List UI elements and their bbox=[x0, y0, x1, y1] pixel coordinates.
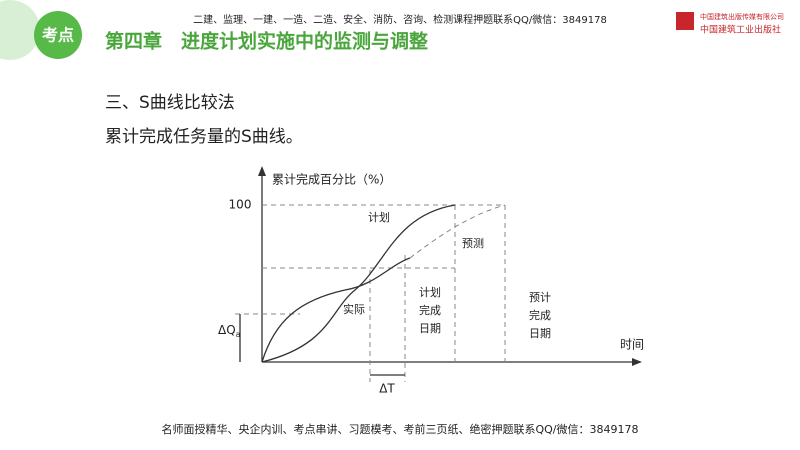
y-max-label: 100 bbox=[229, 198, 252, 212]
x-axis-label: 时间 bbox=[620, 338, 644, 352]
arrow bbox=[632, 358, 642, 366]
plan-label: 计划 bbox=[368, 211, 390, 224]
forecast-finish: 预计 完成 日期 bbox=[529, 291, 551, 340]
arrow bbox=[258, 166, 266, 176]
plan-finish-line: 计划 bbox=[419, 286, 441, 299]
delta-q: ΔQa bbox=[218, 323, 241, 339]
plan-finish-line: 完成 bbox=[419, 303, 441, 317]
delta-q-sub: a bbox=[236, 330, 241, 339]
logo-line1: 中国建筑出版传媒有限公司 bbox=[700, 12, 784, 21]
subheading: 累计完成任务量的S曲线。 bbox=[105, 127, 303, 147]
badge-text: 考点 bbox=[42, 26, 74, 45]
actual-label: 实际 bbox=[343, 302, 365, 316]
heading: 三、S曲线比较法 bbox=[105, 93, 235, 113]
plan-finish-line: 日期 bbox=[419, 322, 441, 335]
badge bbox=[34, 11, 82, 59]
plan-curve bbox=[261, 204, 456, 363]
delta-t: ΔT bbox=[379, 382, 395, 396]
actual-curve bbox=[261, 257, 411, 363]
forecast-label: 预测 bbox=[462, 237, 484, 250]
footer: 名师面授精华、央企内训、考点串讲、习题模考、考前三页纸、绝密押题联系QQ/微信：… bbox=[161, 422, 638, 436]
title: 第四章 进度计划实施中的监测与调整 bbox=[105, 30, 428, 53]
y-axis-label: 累计完成百分比（%） bbox=[272, 172, 391, 187]
decor bbox=[0, 0, 40, 60]
forecast-finish-line: 完成 bbox=[529, 308, 551, 322]
forecast-curve bbox=[409, 204, 506, 259]
forecast-finish-line: 预计 bbox=[529, 291, 551, 304]
logo-icon bbox=[676, 12, 694, 30]
forecast-finish-line: 日期 bbox=[529, 327, 551, 340]
logo-line2: 中国建筑工业出版社 bbox=[700, 24, 781, 36]
delta-q-main: ΔQ bbox=[218, 323, 236, 337]
plan-finish: 计划 完成 日期 bbox=[419, 286, 441, 335]
banner: 二建、监理、一建、一造、二造、安全、消防、咨询、检测课程押题联系QQ/微信：38… bbox=[193, 13, 607, 26]
